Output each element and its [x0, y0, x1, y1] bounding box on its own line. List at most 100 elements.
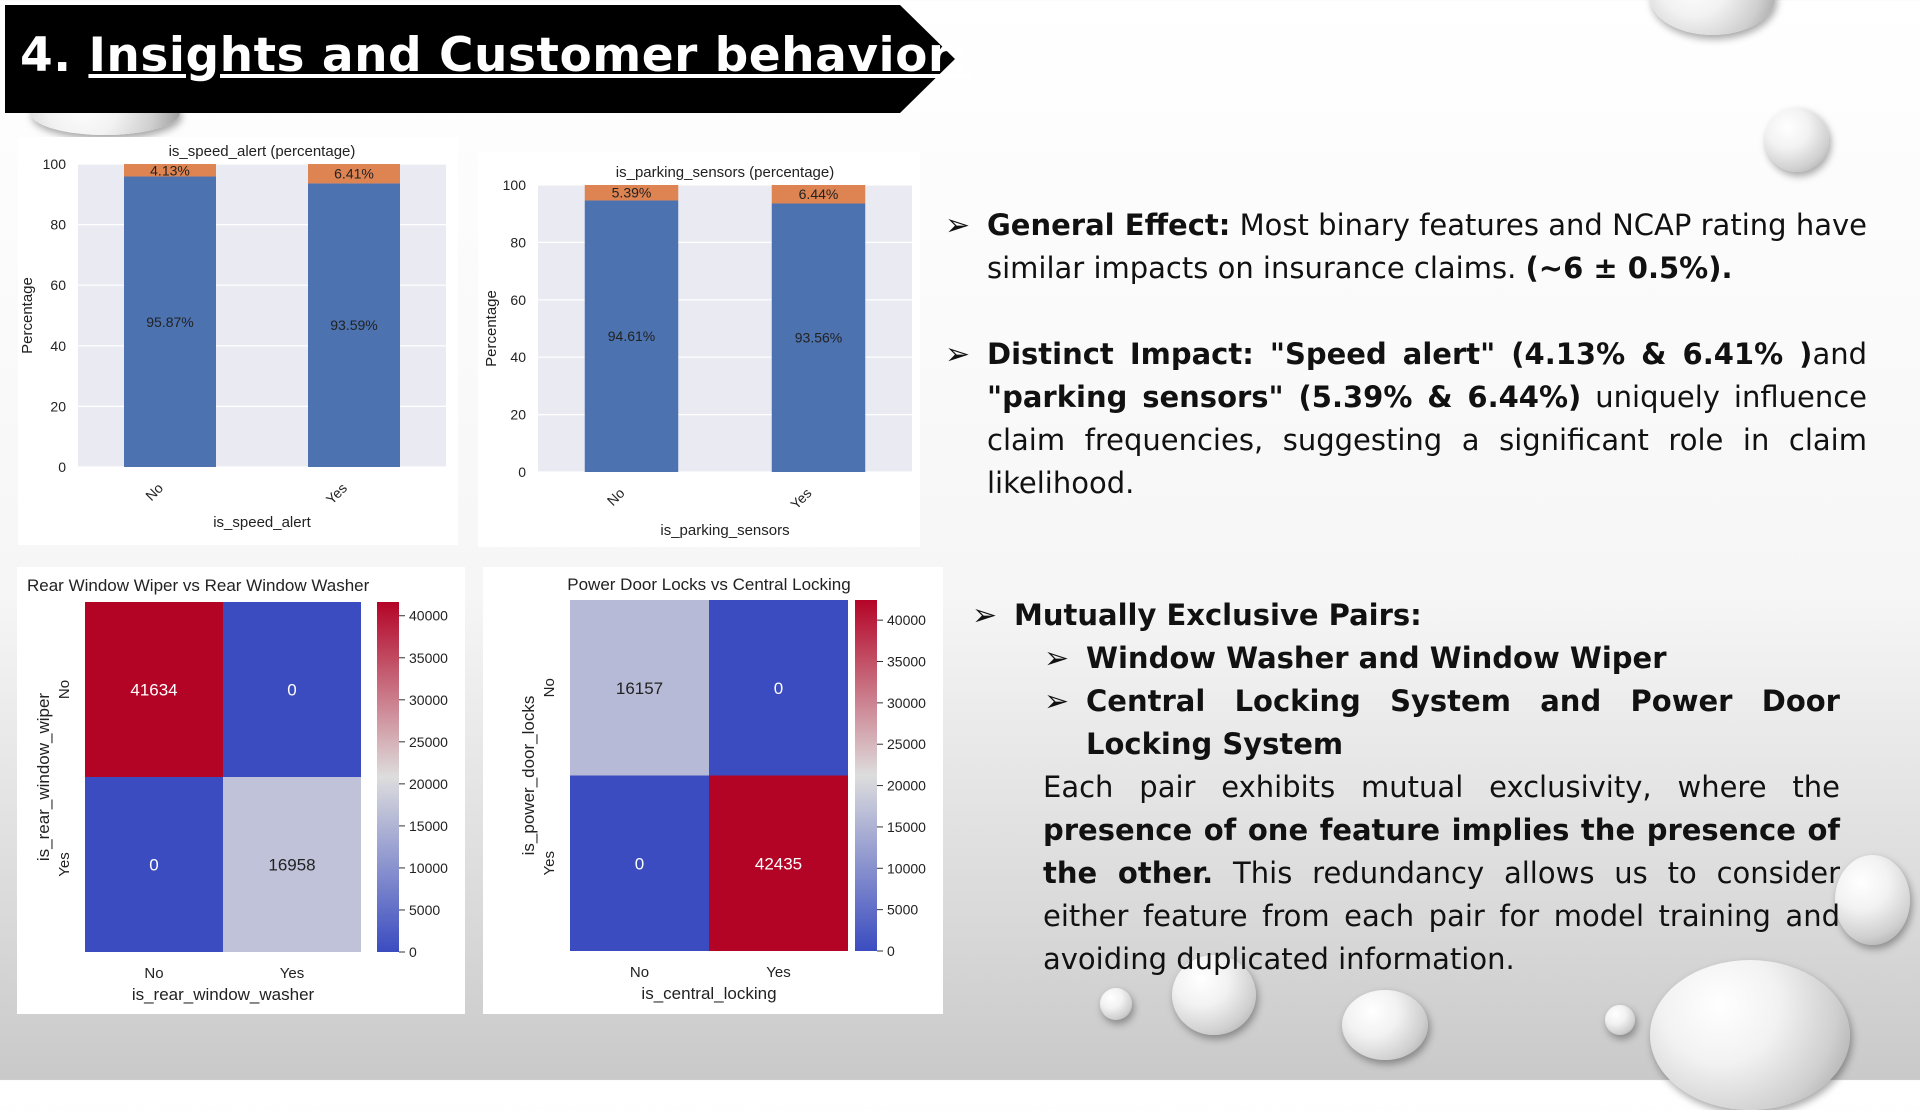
x-tick-label: No: [604, 485, 628, 509]
colorbar-tick-label: 40000: [887, 612, 926, 628]
bar-segment: [584, 200, 679, 472]
data-label: 6.44%: [799, 186, 839, 202]
data-label: 95.87%: [146, 314, 193, 330]
distinct-impact-connector: and: [1812, 337, 1867, 371]
locking-heatmap-panel: 16157 0 0 42435 No Yes No Yes 0 5000 10000 15000 200…: [483, 567, 943, 1014]
locking-heatmap: 16157 0 0 42435 No Yes No Yes 0 5000 10000 15000 200…: [519, 575, 926, 1003]
water-drop: [1342, 990, 1428, 1060]
heatmap-cell: [85, 777, 223, 952]
colorbar-tick-label: 10000: [409, 860, 448, 876]
paragraph-text-1: Each pair exhibits mutual exclusivity, w…: [1043, 770, 1840, 804]
y-axis-label: is_power_door_locks: [519, 696, 538, 856]
y-tick-label: 80: [510, 234, 526, 250]
colorbar-tick-label: 25000: [409, 734, 448, 750]
cell-value-label: 0: [149, 856, 158, 875]
x-tick-label: Yes: [323, 480, 350, 507]
speed-alert-chart-panel: 0 20 40 60 80 100 95.87% 4.13% No 93.59% 6.41% Yes i…: [18, 137, 458, 545]
x-axis-label: is_rear_window_washer: [132, 985, 315, 1004]
bar-segment: [771, 185, 866, 204]
cell-value-label: 41634: [130, 681, 177, 700]
arrow-bullet-icon: ➢: [945, 208, 971, 243]
distinct-impact-text: uniquely influence claim frequencies, su…: [987, 380, 1867, 500]
colorbar-tick-label: 10000: [887, 860, 926, 876]
y-tick-label: Yes: [56, 852, 73, 876]
y-tick-label: 100: [43, 156, 67, 172]
colorbar-tick-label: 40000: [409, 608, 448, 624]
slide-title: 4. Insights and Customer behavior:: [20, 28, 971, 83]
cell-value-label: 0: [635, 854, 644, 873]
x-tick-label: Yes: [280, 965, 304, 982]
parking-sensors-bar-chart: 0 20 40 60 80 100 94.61% 5.39% No 93.56% 6.44% Yes i…: [483, 164, 912, 539]
y-tick-label: 60: [50, 277, 66, 293]
chart-title: is_parking_sensors (percentage): [616, 164, 834, 181]
y-tick-label: 60: [510, 292, 526, 308]
y-tick-label: No: [56, 680, 73, 699]
colorbar-tick-label: 0: [887, 943, 895, 959]
chart-title: Rear Window Wiper vs Rear Window Washer: [27, 576, 370, 595]
heatmap-cell: [570, 775, 709, 951]
water-drop: [1605, 1005, 1635, 1035]
y-axis-label: Percentage: [483, 290, 500, 367]
data-label: 93.59%: [330, 317, 377, 333]
heatmap-cell: [85, 602, 223, 777]
x-tick-label: Yes: [766, 964, 790, 981]
colorbar-tick-label: 0: [409, 944, 417, 960]
data-label: 6.41%: [334, 166, 374, 182]
cell-value-label: 16958: [268, 856, 315, 875]
water-drop: [1172, 955, 1256, 1035]
bar-segment: [124, 164, 216, 177]
bar-segment: [124, 176, 216, 467]
distinct-impact-label: Distinct Impact:: [987, 337, 1254, 371]
data-label: 5.39%: [612, 185, 652, 201]
colorbar-tick-label: 25000: [887, 736, 926, 752]
water-drop: [1100, 988, 1132, 1020]
colorbar-tick-label: 20000: [887, 778, 926, 794]
chart-title: is_speed_alert (percentage): [169, 143, 356, 160]
cell-value-label: 0: [774, 679, 783, 698]
bar-segment: [771, 203, 866, 473]
cell-value-label: 16157: [616, 679, 663, 698]
wiper-washer-heatmap: 41634 0 0 16958 No Yes No Yes 0 5000 10000 15000 200…: [27, 576, 448, 1004]
colorbar: [855, 600, 877, 951]
y-axis-label: Percentage: [19, 277, 36, 354]
y-tick-label: 20: [510, 407, 526, 423]
colorbar-tick-label: 5000: [409, 902, 440, 918]
y-tick-label: 100: [503, 177, 527, 193]
colorbar-tick-label: 15000: [409, 818, 448, 834]
arrow-bullet-icon: ➢: [1044, 641, 1070, 676]
colorbar: [377, 602, 399, 952]
x-axis-label: is_central_locking: [641, 984, 776, 1003]
water-drop: [1765, 108, 1829, 172]
data-label: 94.61%: [608, 328, 655, 344]
colorbar-tick-label: 30000: [887, 695, 926, 711]
water-drop: [1650, 0, 1775, 35]
general-effect-label: General Effect:: [987, 208, 1231, 242]
speed-alert-values: "Speed alert" (4.13% & 6.41% ): [1253, 337, 1813, 371]
water-drop: [1650, 960, 1850, 1110]
y-tick-label: 40: [50, 338, 66, 354]
x-tick-label: No: [630, 964, 649, 981]
title-text: Insights and Customer behavior:: [88, 28, 971, 83]
bar-segment: [584, 185, 679, 201]
mutually-exclusive-block: ➢ Mutually Exclusive Pairs: ➢ Window Was…: [972, 594, 1840, 981]
heatmap-cell: [223, 602, 361, 777]
mutually-exclusive-label: Mutually Exclusive Pairs:: [1014, 598, 1422, 632]
y-tick-label: No: [541, 678, 558, 697]
distinct-impact-block: ➢ Distinct Impact: "Speed alert" (4.13% …: [945, 333, 1867, 505]
water-drop: [1835, 855, 1910, 945]
pair-2-text: Central Locking System and Power Door Lo…: [1086, 684, 1840, 761]
x-tick-label: No: [142, 480, 166, 504]
x-axis-label: is_speed_alert: [213, 514, 311, 531]
colorbar-tick-label: 35000: [887, 653, 926, 669]
y-tick-label: 40: [510, 349, 526, 365]
heatmap-cell: [709, 600, 848, 776]
pair-1-text: Window Washer and Window Wiper: [1086, 641, 1667, 675]
cell-value-label: 0: [287, 681, 296, 700]
paragraph-text-2: This redundancy allows us to consider ei…: [1043, 856, 1841, 976]
mutual-exclusivity-paragraph: Each pair exhibits mutual exclusivity, w…: [1043, 766, 1840, 981]
speed-alert-bar-chart: 02040608010095.87%4.13%No93.59%6.41%Yesi…: [19, 143, 446, 531]
y-tick-label: 0: [518, 464, 526, 480]
colorbar-tick-label: 35000: [409, 650, 448, 666]
x-tick-label: No: [144, 965, 163, 982]
general-effect-text: Most binary features and NCAP rating hav…: [987, 208, 1867, 285]
